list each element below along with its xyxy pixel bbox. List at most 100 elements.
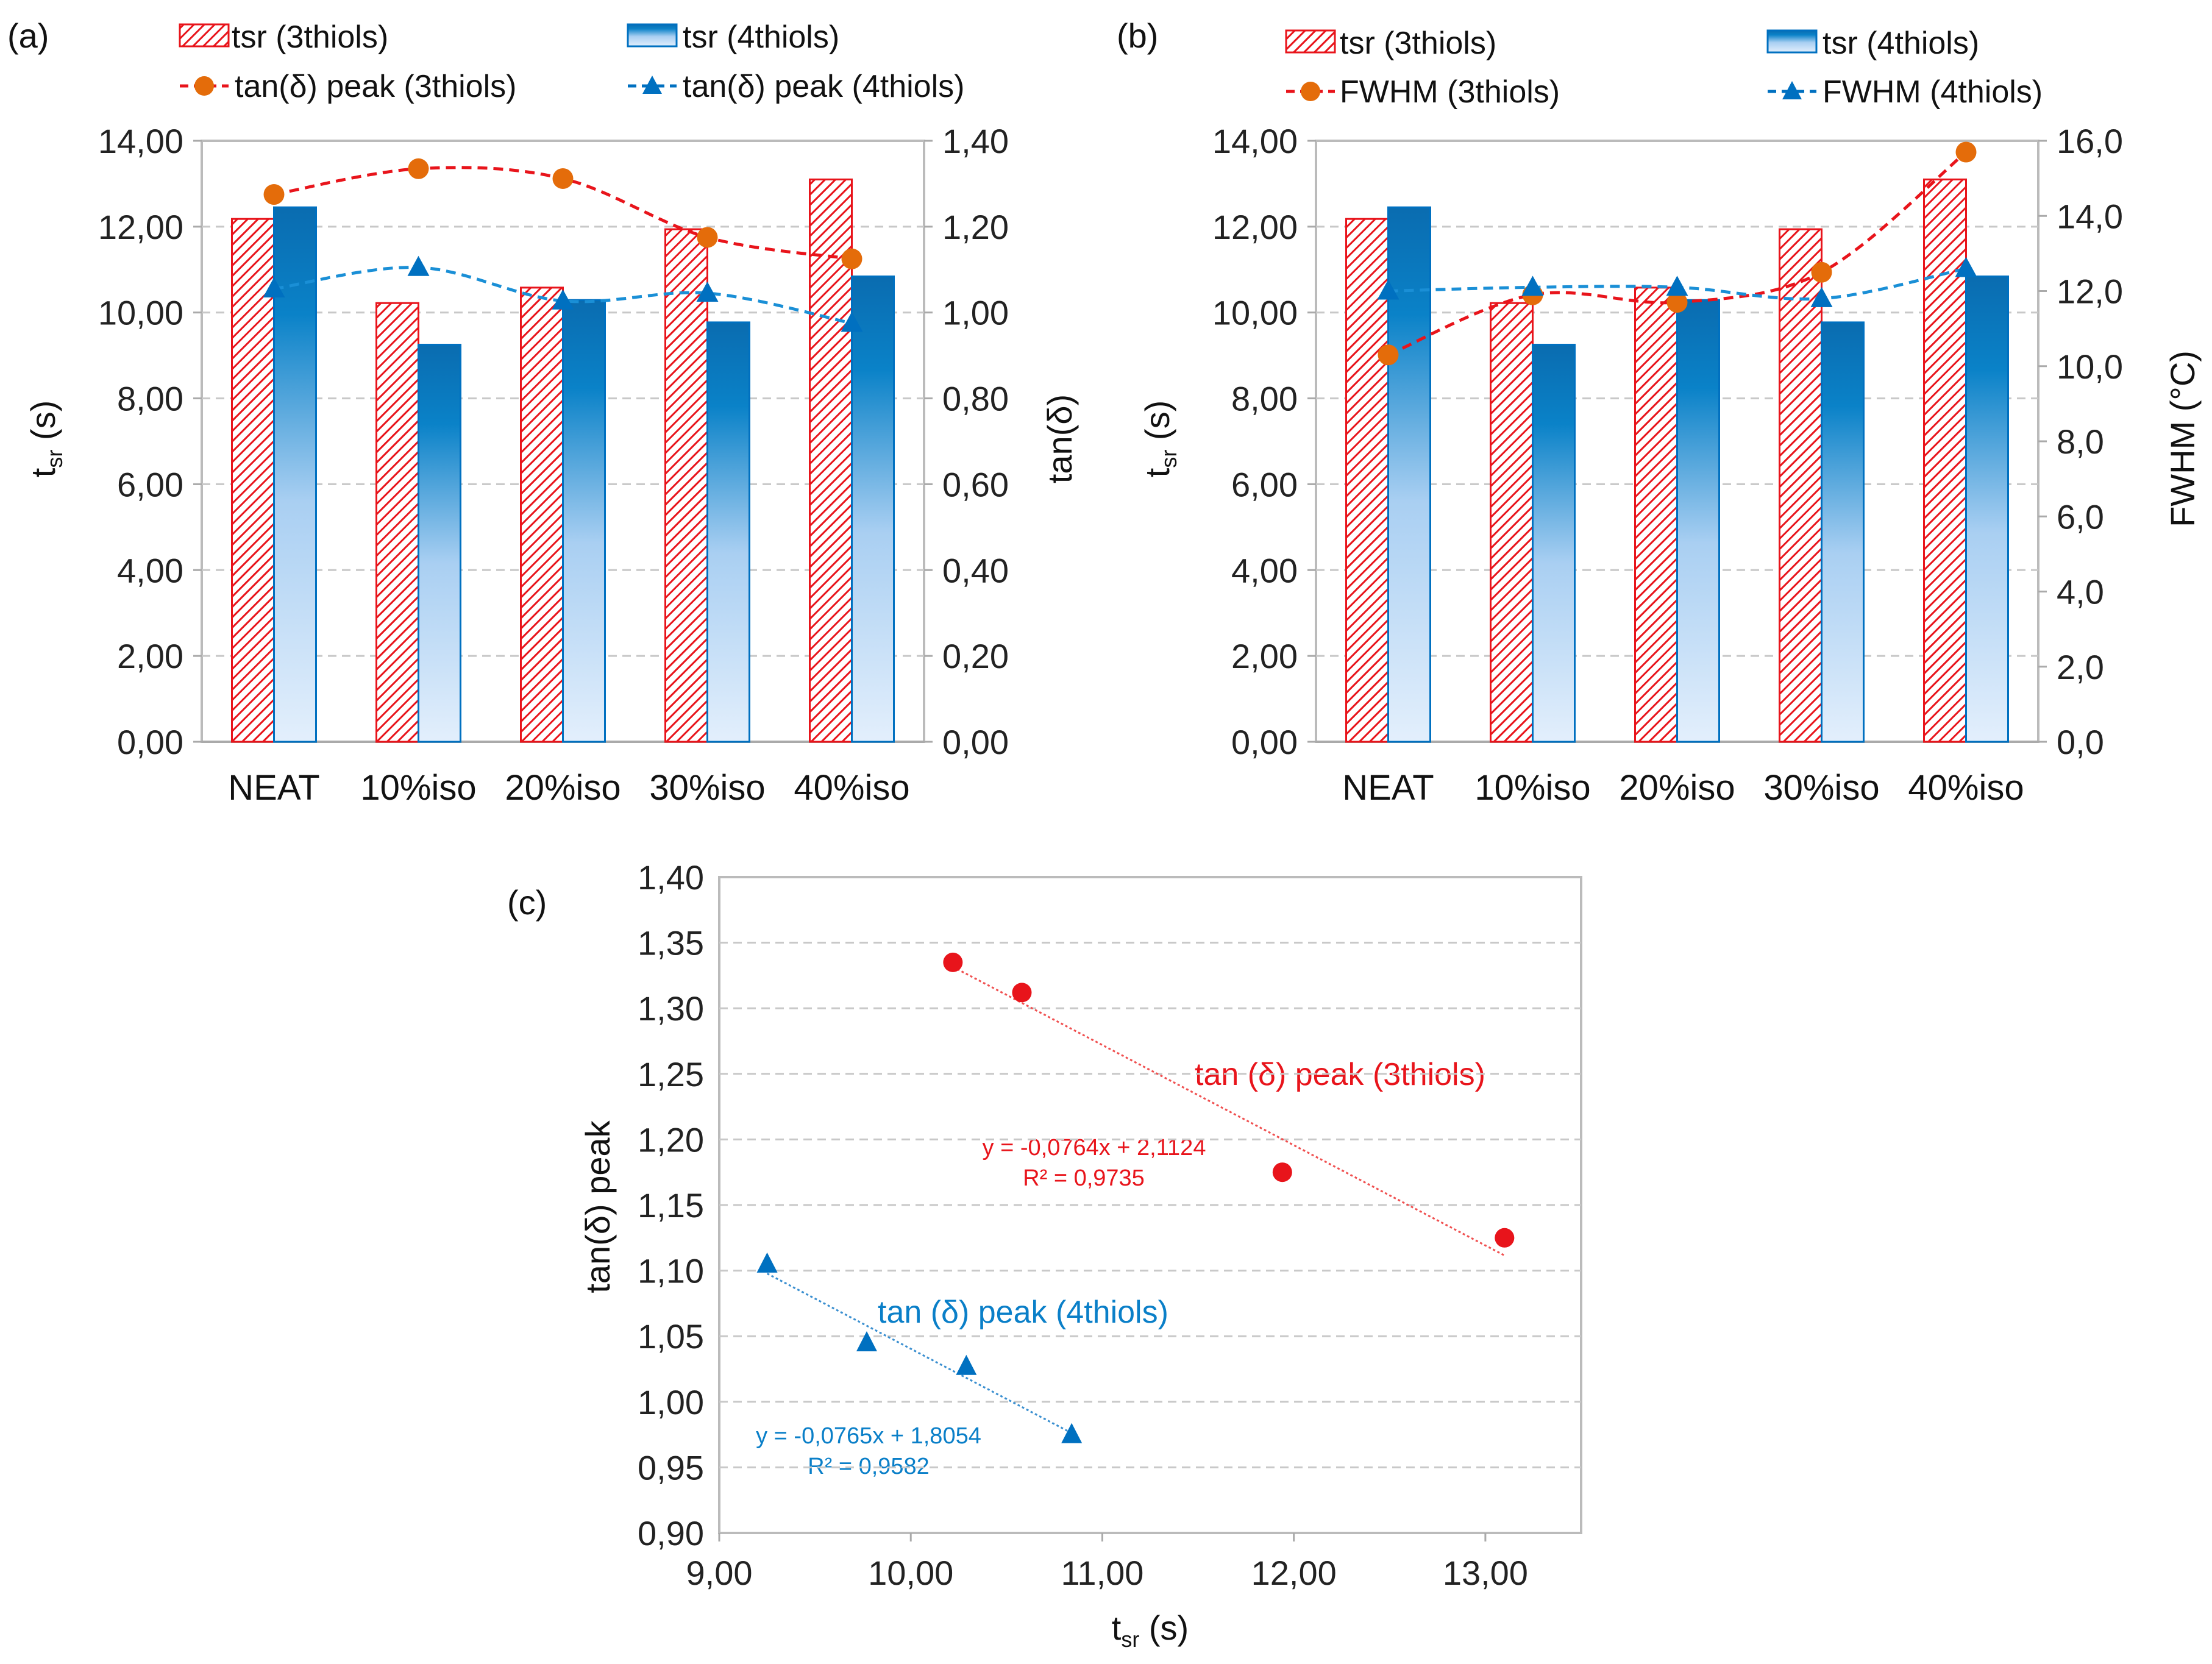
legend-b-tsr3: tsr (3thiols) [1340, 26, 1496, 61]
y2-tick-label: 1,00 [942, 294, 1009, 332]
point-3thiols [1012, 983, 1032, 1003]
x-category-label: 40%iso [794, 768, 909, 808]
panel-b: (b) tsr (3thiols) tsr (4thiols) FWHM (3t… [1117, 16, 2202, 527]
y-tick-label: 1,10 [638, 1252, 704, 1290]
y-tick-label: 14,00 [98, 122, 183, 160]
legend-b-fwhm3: FWHM (3thiols) [1340, 74, 1560, 110]
axis-b-ylabel: tsr (s) [1138, 400, 1181, 477]
plot-a: 0,00 2,00 4,00 6,00 8,00 10,00 12,00 14,00 0,00 0… [98, 122, 1009, 808]
marker-3thiols [1378, 344, 1399, 366]
bar-tsr-3thiols [1779, 228, 1823, 743]
y2-tick-label: 16,0 [2057, 122, 2123, 160]
y-tick-label: 10,00 [98, 294, 183, 332]
x-category-label: 20%iso [505, 768, 621, 808]
point-4thiols [956, 1354, 977, 1375]
legend-a-marker-circle-icon [194, 76, 214, 96]
marker-3thiols [841, 248, 862, 269]
trend-r2-3thiols: R² = 0,9735 [1023, 1165, 1145, 1191]
panel-a: (a) tsr (3thiols) tsr (4thiols) tan(δ) p… [7, 16, 1079, 483]
marker-4thiols [1521, 276, 1544, 296]
trendline-4thiols [766, 1273, 1072, 1434]
axis-b-y2label: FWHM (°C) [2163, 350, 2202, 527]
y-tick-label: 14,00 [1212, 122, 1298, 160]
y2-tick-label: 0,00 [942, 723, 1009, 761]
axis-c-xlabel: tsr (s) [1112, 1609, 1189, 1652]
y-tick-label: 1,05 [638, 1317, 704, 1356]
legend-b-swatch-tsr3 [1285, 29, 1336, 54]
panel-c-label: (c) [507, 883, 547, 922]
bar-tsr-4thiols [1965, 276, 2009, 743]
panel-a-label: (a) [7, 16, 49, 55]
marker-3thiols [263, 184, 285, 205]
bar-tsr-3thiols [231, 218, 275, 743]
y-tick-label: 0,90 [638, 1514, 704, 1552]
y-tick-label: 1,25 [638, 1055, 704, 1093]
y-tick-label: 4,00 [1231, 551, 1298, 589]
bar-tsr-4thiols [1676, 299, 1720, 743]
marker-4thiols [696, 282, 719, 302]
bar-tsr-3thiols [1490, 302, 1534, 743]
y-tick-label: 1,20 [638, 1120, 704, 1159]
marker-4thiols [1955, 257, 1977, 277]
bar-tsr-4thiols [1532, 344, 1576, 743]
x-tick-label: 11,00 [1061, 1554, 1143, 1592]
x-category-label: 20%iso [1619, 768, 1735, 808]
y-tick-label: 12,00 [98, 208, 183, 246]
y2-tick-label: 1,20 [942, 208, 1009, 246]
marker-3thiols [1666, 291, 1688, 313]
bar-tsr-4thiols [851, 276, 895, 743]
y2-tick-label: 0,40 [942, 551, 1009, 589]
x-category-label: 10%iso [360, 768, 476, 808]
x-category-label: 40%iso [1908, 768, 2024, 808]
x-category-label: 30%iso [649, 768, 765, 808]
bar-tsr-3thiols [375, 302, 419, 743]
bar-tsr-3thiols [520, 286, 564, 743]
point-4thiols [756, 1252, 778, 1273]
legend-a-swatch-tsr4 [627, 23, 678, 48]
trendline-3thiols [952, 965, 1506, 1257]
y-tick-label: 0,00 [1231, 723, 1298, 761]
axis-a-y2label: tan(δ) [1040, 394, 1079, 483]
y-tick-label: 1,40 [638, 858, 704, 897]
y-tick-label: 0,95 [638, 1448, 704, 1487]
y2-tick-label: 0,0 [2057, 723, 2104, 761]
bar-tsr-3thiols [1345, 218, 1389, 743]
bar-tsr-4thiols [562, 299, 606, 743]
trend-equation-4thiols: y = -0,0765x + 1,8054 [756, 1423, 981, 1449]
y2-tick-label: 4,0 [2057, 573, 2104, 611]
y-tick-label: 1,00 [638, 1383, 704, 1421]
legend-a-swatch-tsr3 [179, 23, 230, 48]
x-tick-label: 13,00 [1443, 1554, 1528, 1592]
bar-tsr-3thiols [1634, 286, 1678, 743]
marker-4thiols [1377, 279, 1399, 300]
y-tick-label: 2,00 [117, 637, 183, 675]
legend-b-marker-triangle-icon [1782, 81, 1802, 99]
marker-4thiols [407, 255, 430, 276]
x-tick-label: 9,00 [686, 1554, 753, 1592]
y2-tick-label: 12,0 [2057, 272, 2123, 311]
bar-tsr-3thiols [664, 228, 708, 743]
marker-3thiols [1811, 261, 1832, 283]
plot-c: 0,90 0,95 1,00 1,05 1,10 1,15 1,20 1,25 1,30 1,35… [638, 858, 1582, 1592]
bar-tsr-4thiols [1821, 321, 1865, 743]
point-3thiols [1495, 1228, 1515, 1248]
marker-4thiols [841, 311, 863, 332]
point-4thiols [1061, 1423, 1083, 1443]
marker-3thiols [552, 168, 574, 189]
y-tick-label: 1,35 [638, 924, 704, 962]
legend-b-swatch-tsr4 [1766, 29, 1818, 54]
bar-tsr-4thiols [706, 321, 750, 743]
y-tick-label: 6,00 [1231, 465, 1298, 503]
y-tick-label: 1,15 [638, 1186, 704, 1225]
y-tick-label: 6,00 [117, 465, 183, 503]
y2-tick-label: 1,40 [942, 122, 1009, 160]
marker-4thiols [552, 289, 574, 310]
y2-tick-label: 0,20 [942, 637, 1009, 675]
axis-c-ylabel: tan(δ) peak [578, 1120, 617, 1293]
legend-b-marker-circle-icon [1301, 82, 1320, 101]
line-4thiols [274, 266, 853, 325]
y2-tick-label: 6,0 [2057, 497, 2104, 536]
point-3thiols [943, 952, 963, 972]
y2-tick-label: 2,0 [2057, 648, 2104, 686]
marker-4thiols [1666, 276, 1688, 296]
